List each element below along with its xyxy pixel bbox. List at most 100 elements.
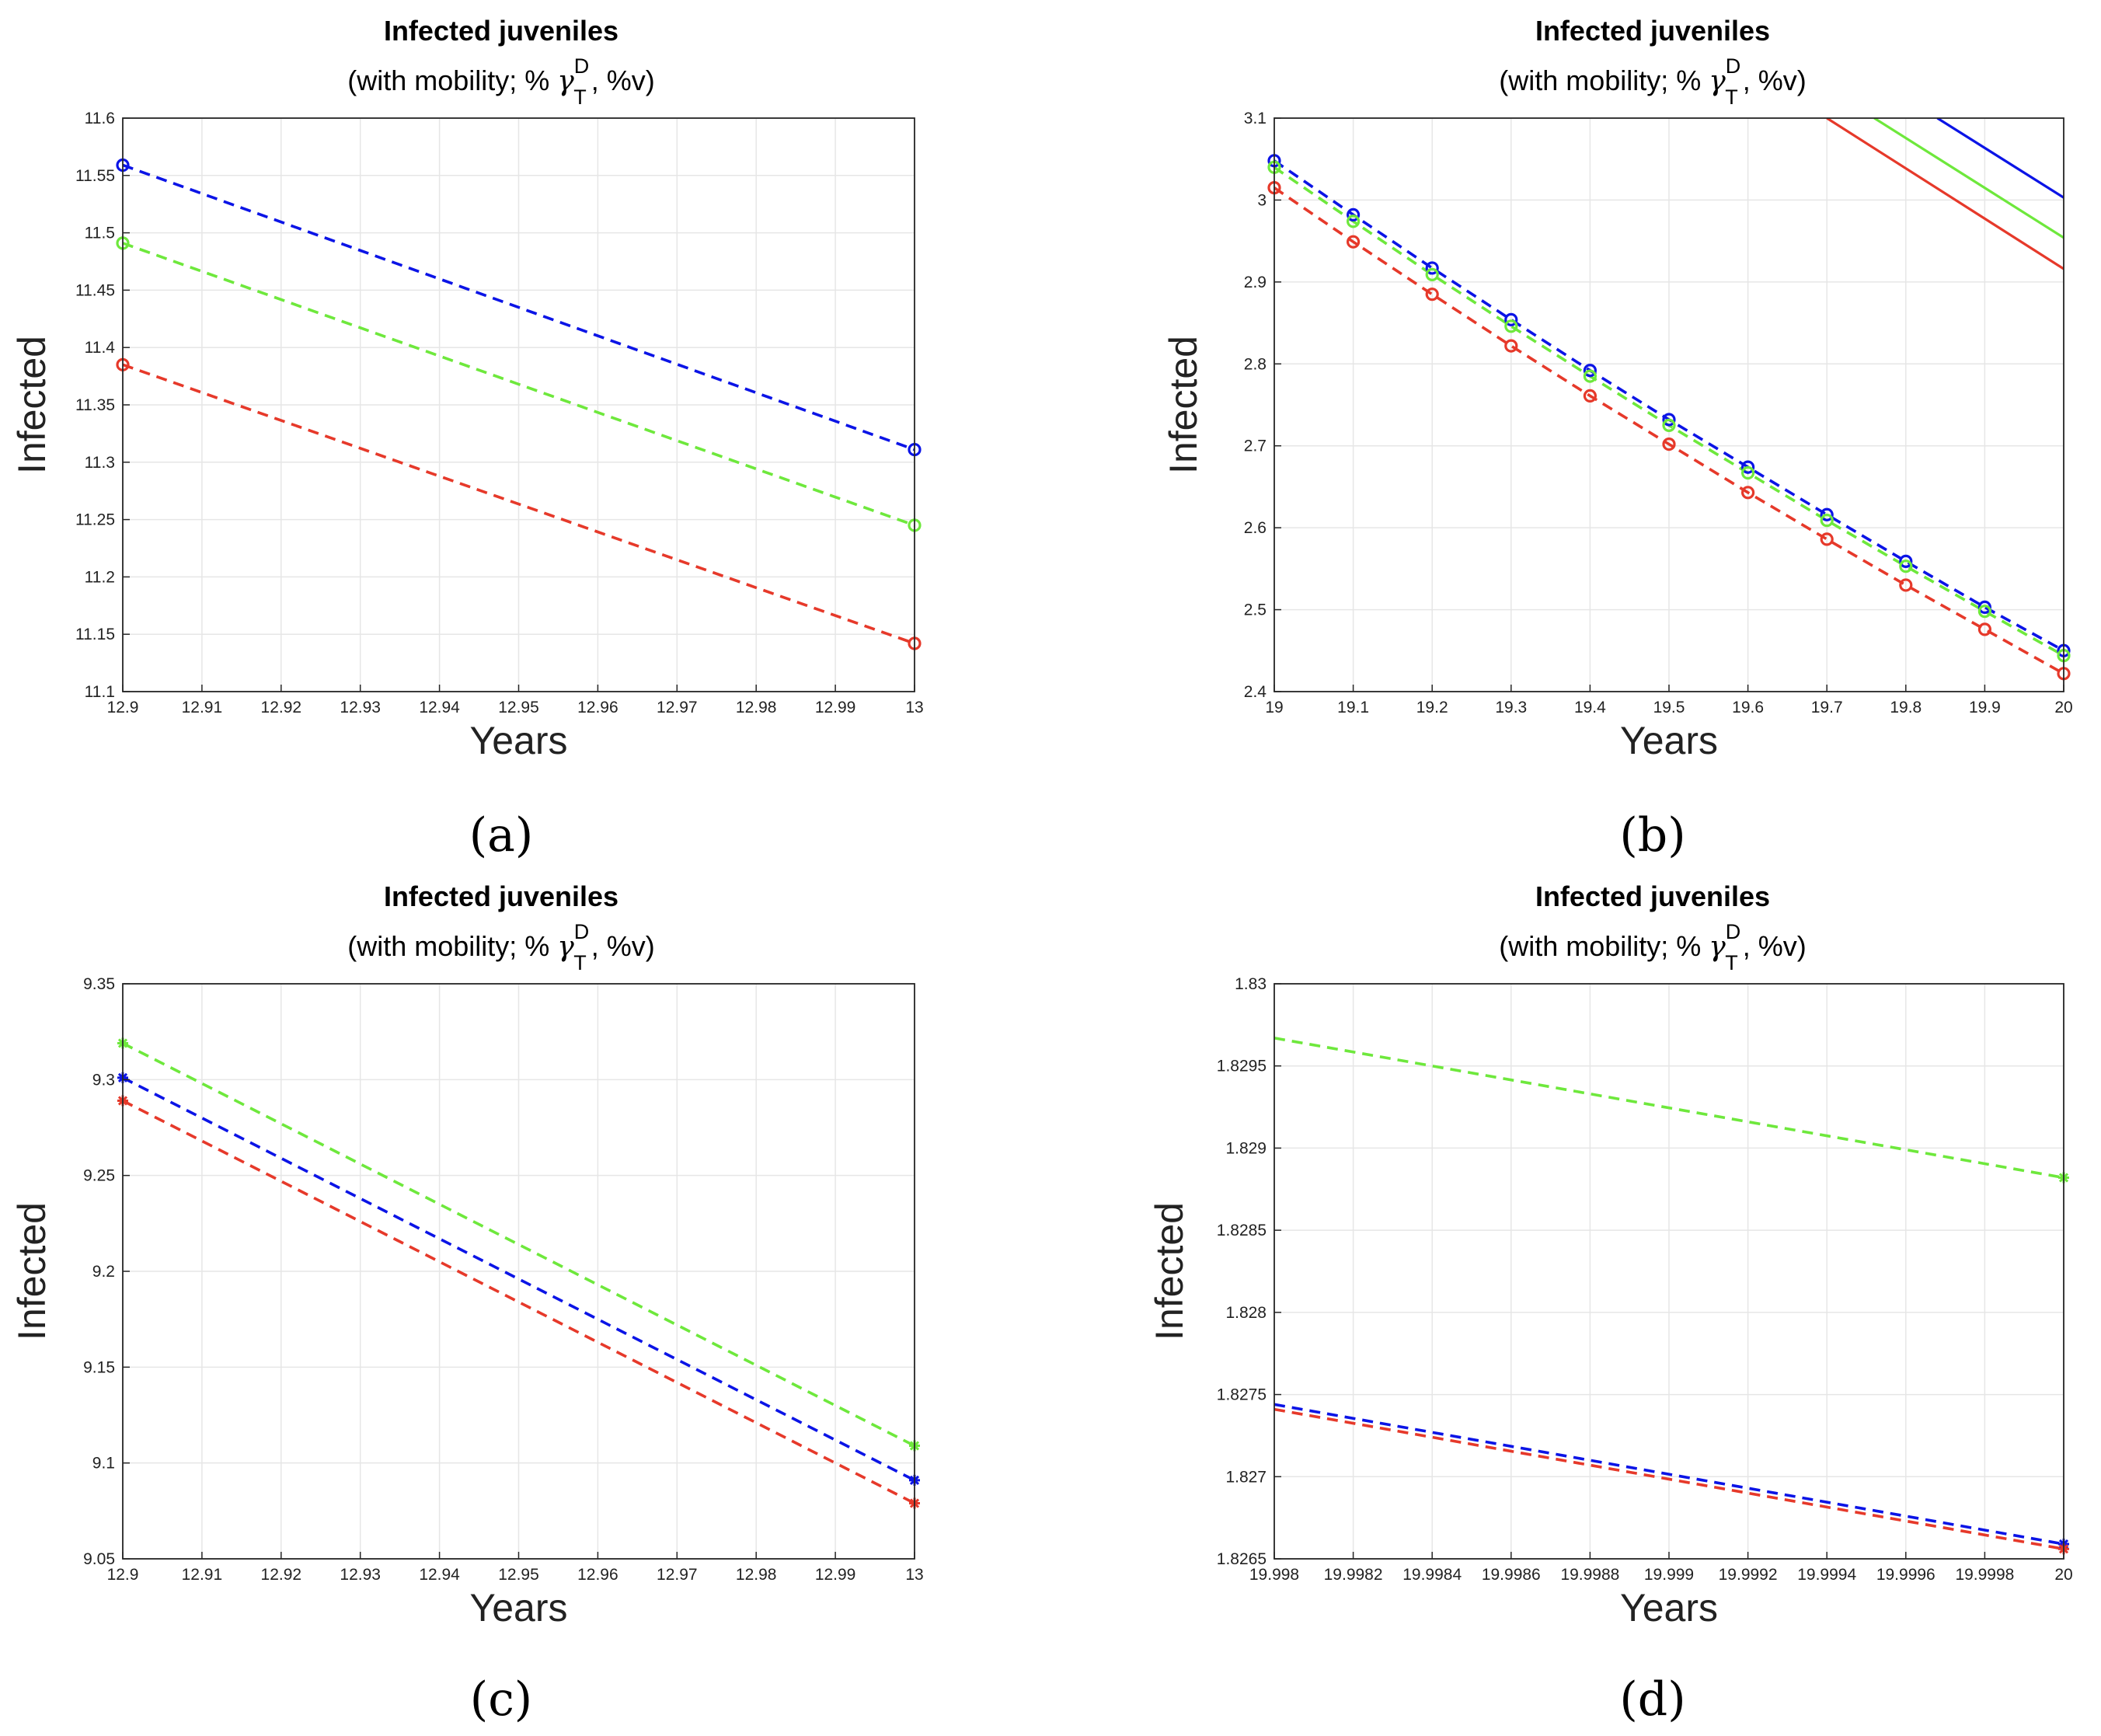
y-tick-label: 3.1 — [1244, 110, 1267, 127]
series-line-blue — [123, 163, 915, 451]
series-marker-green — [1504, 319, 1518, 333]
chart-panel-c: Infected juveniles (with mobility; % γD T, … — [10, 880, 924, 1727]
series-group — [123, 1041, 915, 1505]
y-tick-label: 9.2 — [92, 1263, 115, 1281]
y-tick-label: 11.4 — [85, 339, 116, 357]
series-marker-red — [1425, 288, 1439, 302]
x-axis-label: Years — [469, 1586, 567, 1630]
series-line-red — [123, 1099, 915, 1505]
series-line-red — [1274, 186, 2064, 675]
chart-title: Infected juveniles — [384, 15, 618, 47]
y-tick-label: 1.8285 — [1217, 1222, 1267, 1239]
x-tick-label: 19.9988 — [1560, 1566, 1619, 1584]
chart-panel-a: Infected juveniles (with mobility; % γD T, … — [10, 15, 924, 863]
subtitle-prefix: (with mobility; % — [1499, 64, 1701, 96]
y-tick-label: 1.83 — [1235, 975, 1267, 993]
series-marker-green — [1662, 418, 1676, 432]
y-tick-label: 11.2 — [85, 568, 115, 586]
x-tick-label: 12.98 — [736, 1566, 777, 1584]
x-tick-label: 19.8 — [1890, 699, 1922, 716]
series-line-green — [123, 242, 915, 527]
y-tick-label: 11.3 — [85, 454, 115, 472]
x-tick-label: 19.999 — [1644, 1566, 1694, 1584]
chart-title: Infected juveniles — [384, 880, 618, 912]
x-tick-label: 19 — [1265, 699, 1283, 716]
chart-subtitle: (with mobility; % γD T, %v) — [347, 920, 655, 974]
series-marker-green — [1425, 267, 1439, 281]
subtitle-subscript: T — [1725, 85, 1738, 109]
subtitle-suffix: , %v) — [591, 930, 655, 962]
y-tick-label: 2.5 — [1244, 601, 1267, 619]
series-marker-red — [1583, 389, 1598, 403]
x-tick-label: 12.99 — [815, 1566, 856, 1584]
y-tick-label: 2.6 — [1244, 519, 1267, 537]
series-marker-green — [1583, 369, 1598, 383]
series-marker-green — [1820, 514, 1834, 528]
series-line-blue — [123, 1076, 915, 1482]
y-tick-label: 1.828 — [1225, 1304, 1267, 1322]
subtitle-gamma: γ — [1709, 65, 1726, 97]
y-tick-label: 9.15 — [83, 1358, 115, 1376]
panel-caption: (a) — [469, 808, 534, 863]
panel-caption: (c) — [470, 1672, 532, 1727]
series-marker-blue — [1425, 261, 1439, 275]
series-marker-red — [1741, 486, 1755, 500]
chart-panel-d: Infected juveniles (with mobility; % γD T, … — [1148, 880, 2073, 1727]
x-tick-label: 12.94 — [419, 1566, 460, 1584]
y-axis-label: Infected — [10, 336, 54, 474]
y-tick-label: 9.3 — [92, 1071, 115, 1089]
series-marker-blue — [1583, 364, 1598, 378]
y-axis-label: Infected — [1162, 336, 1205, 474]
x-tick-label: 20 — [2054, 1566, 2072, 1584]
x-tick-label: 19.6 — [1732, 699, 1764, 716]
series-line-blue — [1274, 1403, 2064, 1546]
x-tick-label: 19.9992 — [1719, 1566, 1778, 1584]
y-tick-label: 2.9 — [1244, 274, 1267, 291]
x-tick-label: 12.98 — [736, 699, 777, 716]
y-tick-label: 11.5 — [85, 225, 115, 242]
y-tick-label: 11.6 — [85, 110, 115, 127]
y-tick-label: 3 — [1257, 191, 1267, 209]
series-line-red — [123, 363, 915, 645]
series-marker-red — [1899, 578, 1913, 592]
x-tick-label: 13 — [905, 699, 923, 716]
subtitle-subscript: T — [573, 951, 587, 974]
series-marker-red — [1977, 622, 1991, 636]
x-tick-label: 19.9998 — [1955, 1566, 2014, 1584]
series-marker-blue — [1899, 554, 1913, 568]
x-tick-label: 12.94 — [419, 699, 460, 716]
x-tick-label: 19.9986 — [1482, 1566, 1541, 1584]
y-tick-label: 1.829 — [1225, 1139, 1267, 1157]
series-line-red-solid — [1826, 118, 2064, 270]
subtitle-superscript: D — [574, 54, 590, 78]
series-marker-green — [1741, 465, 1755, 480]
subtitle-superscript: D — [1726, 54, 1741, 78]
subtitle-gamma: γ — [557, 65, 574, 97]
subtitle-prefix: (with mobility; % — [347, 64, 549, 96]
subtitle-suffix: , %v) — [591, 64, 655, 96]
series-marker-red — [1504, 339, 1518, 353]
series-line-red — [1274, 1407, 2064, 1551]
series-marker-green — [1346, 214, 1361, 228]
y-tick-label: 2.7 — [1244, 437, 1267, 455]
x-tick-label: 19.4 — [1574, 699, 1606, 716]
x-tick-label: 12.96 — [577, 1566, 618, 1584]
chart-subtitle: (with mobility; % γD T, %v) — [347, 54, 655, 109]
series-line-blue-solid — [1936, 118, 2064, 199]
chart-panel-b: Infected juveniles (with mobility; % γD T, … — [1162, 15, 2073, 863]
y-tick-label: 2.8 — [1244, 355, 1267, 373]
x-tick-label: 19.9994 — [1797, 1566, 1856, 1584]
x-tick-label: 12.9 — [107, 699, 139, 716]
x-tick-label: 19.9982 — [1324, 1566, 1383, 1584]
series-marker-blue — [1820, 507, 1834, 521]
x-tick-label: 19.9 — [1969, 699, 2001, 716]
x-tick-label: 12.92 — [261, 1566, 302, 1584]
series-group — [123, 163, 915, 645]
series-marker-green — [1899, 559, 1913, 573]
subtitle-gamma: γ — [557, 931, 574, 963]
x-tick-label: 12.93 — [340, 1566, 381, 1584]
x-tick-label: 12.92 — [261, 699, 302, 716]
x-axis-label: Years — [469, 719, 567, 762]
chart-subtitle: (with mobility; % γD T, %v) — [1499, 54, 1807, 109]
